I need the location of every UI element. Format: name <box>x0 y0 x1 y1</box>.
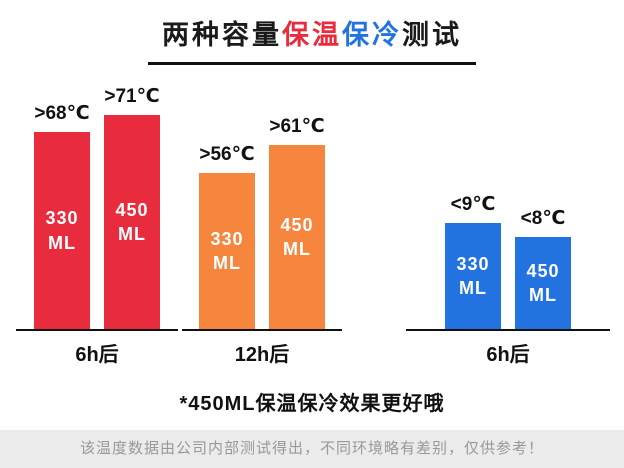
bar-item: >68℃ 330 ML <box>34 102 90 329</box>
bar-group: <9℃ 330 ML <8℃ 450 ML 6h后 <box>406 193 610 366</box>
temperature-label: >71℃ <box>104 86 160 107</box>
capacity-unit-label: ML <box>529 285 557 305</box>
group-time-label: 6h后 <box>75 344 119 366</box>
capacity-value-label: 450 <box>526 260 560 281</box>
temperature-label: >68℃ <box>34 103 90 124</box>
bar-item: >56℃ 330 ML <box>199 143 255 329</box>
capacity-unit-label: ML <box>48 232 76 253</box>
bar-item: <8℃ 450 ML <box>515 207 571 329</box>
capacity-value-label: 330 <box>210 228 244 249</box>
temperature-label: <9℃ <box>450 194 496 215</box>
temperature-label: <8℃ <box>520 208 566 229</box>
title-segment-heat: 保温 <box>282 20 342 50</box>
bars-row: >56℃ 330 ML >61℃ 450 ML <box>182 115 342 329</box>
temperature-label: >61℃ <box>269 116 325 137</box>
bar-item: >71℃ 450 ML <box>104 85 160 329</box>
bar-330ml: 330 ML <box>34 132 90 329</box>
capacity-value-label: 450 <box>280 214 314 235</box>
capacity-value-label: 450 <box>115 199 149 220</box>
group-time-label: 6h后 <box>486 344 530 366</box>
bars-row: >68℃ 330 ML >71℃ 450 ML <box>16 85 178 329</box>
title-segment-test: 测试 <box>402 20 462 50</box>
title-segment-cold: 保冷 <box>342 20 402 50</box>
bar-chart: >68℃ 330 ML >71℃ 450 ML 6h后 >56℃ 330 ML >61℃ 450 ML 1… <box>16 85 610 366</box>
bar-item: >61℃ 450 ML <box>269 115 325 329</box>
capacity-unit-label: ML <box>459 278 487 298</box>
title-row: 两种容量保温保冷测试 <box>0 0 624 65</box>
axis-baseline <box>16 329 178 331</box>
bar-450ml: 450 ML <box>515 237 571 329</box>
temperature-label: >56℃ <box>199 144 255 165</box>
bar-450ml: 450 ML <box>269 145 325 329</box>
group-time-label: 12h后 <box>234 344 290 366</box>
bar-group: >56℃ 330 ML >61℃ 450 ML 12h后 <box>182 115 342 366</box>
bar-group: >68℃ 330 ML >71℃ 450 ML 6h后 <box>16 85 178 366</box>
note-text: *450ML保温保冷效果更好哦 <box>179 393 445 415</box>
bar-450ml: 450 ML <box>104 115 160 329</box>
capacity-unit-label: ML <box>283 239 311 259</box>
bar-item: <9℃ 330 ML <box>445 193 501 329</box>
title-segment-capacity: 两种容量 <box>162 20 282 50</box>
axis-baseline <box>406 329 610 331</box>
bar-330ml: 330 ML <box>445 223 501 329</box>
capacity-unit-label: ML <box>118 224 146 244</box>
bars-row: <9℃ 330 ML <8℃ 450 ML <box>406 193 610 329</box>
axis-baseline <box>182 329 342 331</box>
bar-330ml: 330 ML <box>199 173 255 329</box>
capacity-value-label: 330 <box>45 208 79 229</box>
page-title: 两种容量保温保冷测试 <box>148 13 476 65</box>
capacity-unit-label: ML <box>213 253 241 273</box>
capacity-value-label: 330 <box>456 253 490 274</box>
footer-disclaimer: 该温度数据由公司内部测试得出，不同环境略有差别，仅供参考！ <box>0 430 624 468</box>
